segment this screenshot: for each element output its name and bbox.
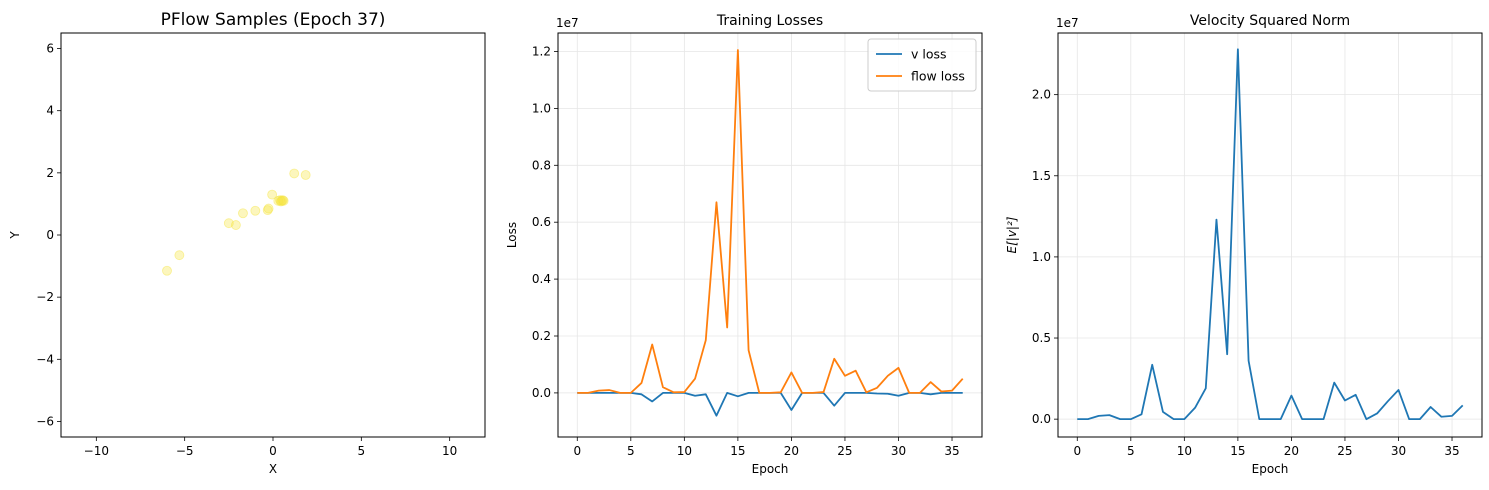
x-axis-label: Epoch bbox=[752, 462, 789, 476]
data-point bbox=[250, 205, 261, 216]
x-tick-label: 5 bbox=[1127, 444, 1135, 458]
y-tick-label: 2 bbox=[46, 166, 54, 180]
data-point bbox=[263, 203, 274, 214]
x-tick-label: 0 bbox=[573, 444, 581, 458]
x-tick-label: 35 bbox=[944, 444, 959, 458]
x-tick-label: 0 bbox=[269, 444, 277, 458]
data-point bbox=[278, 195, 289, 206]
x-tick-label: 20 bbox=[784, 444, 799, 458]
x-tick-label: 10 bbox=[677, 444, 692, 458]
data-point bbox=[300, 170, 311, 180]
y-tick-label: 0.5 bbox=[1032, 331, 1051, 345]
data-point bbox=[277, 195, 288, 206]
x-tick-label: 25 bbox=[837, 444, 852, 458]
x-tick-label: 30 bbox=[891, 444, 906, 458]
x-axis-label: Epoch bbox=[1252, 462, 1289, 476]
axis-offset-label: 1e7 bbox=[1056, 16, 1079, 30]
chart-title: PFlow Samples (Epoch 37) bbox=[161, 10, 386, 30]
y-tick-label: 6 bbox=[46, 42, 54, 56]
y-tick-label: 0.0 bbox=[1032, 412, 1051, 426]
velocity-norm-panel: 0 5 10 15 20 25 30 35 0.0 0.5 1.0 1.5 2.0 Velocity Sq… bbox=[1005, 13, 1483, 476]
y-tick-label: 2.0 bbox=[1032, 88, 1051, 102]
y-axis-label: E[|v|²] bbox=[1005, 216, 1019, 253]
data-point bbox=[262, 205, 273, 216]
y-tick-label: 0.8 bbox=[532, 158, 551, 172]
scatter-panel: −10 −5 0 5 10 −6 −4 −2 0 2 4 6 PFlow Samples (Epoch … bbox=[8, 10, 486, 476]
training-losses-panel: 0 5 10 15 20 25 30 35 0.0 0.2 0.4 0.6 0.8 1.0 1.2 Train… bbox=[505, 13, 983, 476]
axis-offset-label: 1e7 bbox=[556, 16, 579, 30]
x-tick-label: 0 bbox=[1073, 444, 1081, 458]
y-tick-label: −4 bbox=[36, 352, 54, 366]
x-tick-label: 10 bbox=[442, 444, 457, 458]
data-point bbox=[267, 189, 278, 200]
x-tick-label: 15 bbox=[730, 444, 745, 458]
data-point bbox=[174, 250, 185, 261]
legend-label: v loss bbox=[911, 47, 947, 62]
y-tick-label: 1.5 bbox=[1032, 169, 1051, 183]
x-axis-label: X bbox=[269, 462, 277, 476]
series-line-main bbox=[1077, 48, 1464, 421]
y-axis-label: Y bbox=[8, 231, 22, 240]
x-tick-label: 5 bbox=[358, 444, 366, 458]
x-tick-label: 15 bbox=[1230, 444, 1245, 458]
chart-title: Velocity Squared Norm bbox=[1190, 13, 1350, 29]
data-point bbox=[238, 208, 248, 219]
x-tick-label: 25 bbox=[1337, 444, 1352, 458]
x-tick-label: 35 bbox=[1444, 444, 1459, 458]
y-tick-label: 1.0 bbox=[532, 101, 551, 115]
y-tick-label: 0.6 bbox=[532, 215, 551, 229]
legend-box bbox=[867, 38, 977, 92]
series-line-v-loss bbox=[577, 391, 963, 417]
y-tick-label: 1.0 bbox=[1032, 250, 1051, 264]
x-tick-label: −10 bbox=[84, 444, 109, 458]
x-tick-label: 20 bbox=[1284, 444, 1299, 458]
x-tick-label: 30 bbox=[1391, 444, 1406, 458]
y-tick-label: 0 bbox=[46, 228, 54, 242]
chart-title: Training Losses bbox=[716, 13, 823, 29]
legend-label: flow loss bbox=[911, 69, 965, 84]
y-tick-label: −6 bbox=[36, 414, 54, 428]
y-axis-label: Loss bbox=[505, 222, 519, 248]
plot-frame bbox=[60, 32, 486, 438]
data-point bbox=[162, 265, 172, 276]
x-tick-label: −5 bbox=[176, 444, 194, 458]
plot-frame bbox=[557, 32, 983, 438]
y-tick-label: 0.4 bbox=[532, 272, 551, 286]
x-tick-label: 10 bbox=[1177, 444, 1192, 458]
y-tick-label: 4 bbox=[46, 104, 54, 118]
y-tick-label: −2 bbox=[36, 290, 54, 304]
data-point bbox=[230, 220, 241, 230]
series-line-flow-loss bbox=[577, 49, 964, 394]
plot-frame bbox=[1057, 32, 1483, 438]
y-tick-label: 1.2 bbox=[532, 44, 551, 58]
y-tick-label: 0.2 bbox=[532, 329, 551, 343]
x-tick-label: 5 bbox=[627, 444, 635, 458]
legend: v loss flow loss bbox=[867, 38, 977, 92]
data-point bbox=[289, 168, 300, 179]
y-tick-label: 0.0 bbox=[532, 386, 551, 400]
